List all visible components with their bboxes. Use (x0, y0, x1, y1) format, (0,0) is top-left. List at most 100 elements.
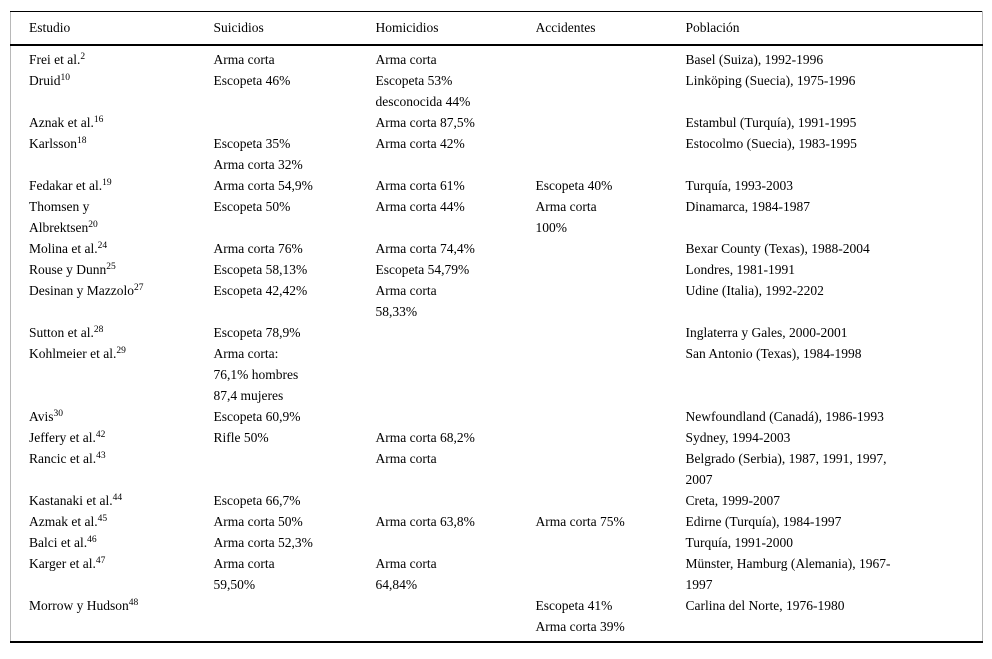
reference-superscript: 28 (93, 325, 104, 335)
homicidios-cell: Arma corta 68,2% (375, 430, 475, 445)
study-name: Karger et al. (29, 556, 96, 571)
reference-superscript: 30 (53, 409, 64, 419)
study-cell: Karlsson18 (11, 133, 214, 175)
poblacion-cell: Turquía, 1993-2003 (685, 178, 794, 193)
study-cell: Fedakar et al.19 (11, 175, 214, 196)
homicidios-cell: Escopeta 53% desconocida 44% (375, 73, 471, 109)
poblacion-cell: Münster, Hamburg (Alemania), 1967- 1997 (685, 556, 891, 592)
study-cell: Karger et al.47 (11, 553, 214, 595)
poblacion-cell: Londres, 1981-1991 (685, 262, 795, 277)
poblacion-cell: San Antonio (Texas), 1984-1998 (685, 346, 862, 361)
accidentes-cell (536, 238, 686, 259)
study-cell: Kohlmeier et al.29 (11, 343, 214, 406)
table-row: Karger et al.47 Arma corta 59,50% Arma cor… (11, 553, 983, 595)
table-row: Druid10 Escopeta 46% Escopeta 53% desconoc… (11, 70, 983, 112)
homicidios-cell (376, 343, 536, 406)
homicidios-cell (376, 406, 536, 427)
suicidios-cell: Escopeta 66,7% (213, 493, 301, 508)
study-cell: Morrow y Hudson48 (11, 595, 214, 642)
poblacion-cell: Linköping (Suecia), 1975-1996 (685, 73, 856, 88)
table-row: Avis30 Escopeta 60,9% Newfoundland (Canadá… (11, 406, 983, 427)
study-cell: Jeffery et al.42 (11, 427, 214, 448)
reference-superscript: 10 (60, 73, 71, 83)
suicidios-cell: Arma corta 59,50% (213, 556, 275, 592)
study-cell: Azmak et al.45 (11, 511, 214, 532)
poblacion-cell: Edirne (Turquía), 1984-1997 (685, 514, 842, 529)
reference-superscript: 42 (95, 430, 106, 440)
table-row: Azmak et al.45 Arma corta 50% Arma corta 6… (11, 511, 983, 532)
homicidios-cell: Arma corta 61% (375, 178, 465, 193)
table-row: Sutton et al.28 Escopeta 78,9% Inglaterra … (11, 322, 983, 343)
homicidios-cell (376, 322, 536, 343)
study-name: Balci et al. (29, 535, 88, 550)
table-row: Rouse y Dunn25 Escopeta 58,13% Escopeta 54… (11, 259, 983, 280)
study-cell: Rouse y Dunn25 (11, 259, 214, 280)
reference-superscript: 46 (87, 535, 97, 545)
reference-superscript: 44 (112, 493, 123, 503)
homicidios-cell: Arma corta (375, 451, 437, 466)
poblacion-cell: Udine (Italia), 1992-2202 (685, 283, 824, 298)
accidentes-cell (536, 133, 686, 175)
accidentes-cell (536, 448, 686, 490)
suicidios-cell: Escopeta 60,9% (213, 409, 301, 424)
table-row: Rancic et al.43 Arma corta Belgrado (Serbi… (11, 448, 983, 490)
table-header: Estudio Suicidios Homicidios Accidentes … (10, 11, 983, 46)
reference-superscript: 45 (97, 514, 108, 524)
table-row: Fedakar et al.19 Arma corta 54,9% Arma cor… (11, 175, 983, 196)
study-name: Azmak et al. (29, 514, 98, 529)
study-name: Fedakar et al. (29, 178, 103, 193)
table-row: Morrow y Hudson48 Escopeta 41% Arma corta… (11, 595, 983, 642)
accidentes-cell (536, 70, 686, 112)
accidentes-cell: Escopeta 41% Arma corta 39% (535, 598, 625, 634)
accidentes-cell (536, 532, 686, 553)
suicidios-cell: Arma corta 52,3% (213, 535, 313, 550)
study-name: Aznak et al. (29, 115, 94, 130)
suicidios-cell: Escopeta 42,42% (213, 283, 308, 298)
suicidios-cell: Arma corta 54,9% (213, 178, 313, 193)
homicidios-cell: Arma corta 64,84% (375, 556, 437, 592)
study-cell: Balci et al.46 (11, 532, 214, 553)
accidentes-cell (536, 490, 686, 511)
study-name: Molina et al. (29, 241, 98, 256)
reference-superscript: 20 (88, 220, 98, 230)
poblacion-cell: Basel (Suiza), 1992-1996 (685, 52, 824, 67)
table-row: Desinan y Mazzolo27 Escopeta 42,42% Arma c… (11, 280, 983, 322)
poblacion-cell: Turquía, 1991-2000 (685, 535, 794, 550)
poblacion-cell: Sydney, 1994-2003 (685, 430, 791, 445)
homicidios-cell: Arma corta 63,8% (375, 514, 475, 529)
suicidios-cell (214, 448, 376, 490)
reference-superscript: 47 (95, 556, 106, 566)
suicidios-cell: Escopeta 78,9% (213, 325, 301, 340)
column-header-homicidios: Homicidios (375, 11, 536, 46)
study-name: Rouse y Dunn (29, 262, 107, 277)
study-name: Druid (29, 73, 61, 88)
table-row: Kastanaki et al.44 Escopeta 66,7% Creta, 1… (11, 490, 983, 511)
accidentes-cell (536, 112, 686, 133)
firearm-studies-table-container: Estudio Suicidios Homicidios Accidentes … (10, 11, 983, 643)
homicidios-cell (376, 490, 536, 511)
homicidios-cell: Arma corta (375, 52, 437, 67)
homicidios-cell: Arma corta 74,4% (375, 241, 475, 256)
study-name: Kastanaki et al. (29, 493, 113, 508)
suicidios-cell: Arma corta (213, 52, 275, 67)
accidentes-cell: Arma corta 75% (535, 514, 625, 529)
study-cell: Desinan y Mazzolo27 (11, 280, 214, 322)
study-name: Karlsson (29, 136, 77, 151)
suicidios-cell (214, 595, 376, 642)
table-row: Frei et al.2 Arma corta Arma corta Basel (S… (11, 45, 983, 70)
suicidios-cell: Escopeta 46% (213, 73, 291, 88)
poblacion-cell: Creta, 1999-2007 (685, 493, 780, 508)
suicidios-cell: Arma corta 50% (213, 514, 303, 529)
poblacion-cell: Inglaterra y Gales, 2000-2001 (685, 325, 848, 340)
study-cell: Kastanaki et al.44 (11, 490, 214, 511)
study-name: Jeffery et al. (29, 430, 96, 445)
table-body: Frei et al.2 Arma corta Arma corta Basel (S… (11, 45, 983, 642)
accidentes-cell (536, 280, 686, 322)
suicidios-cell: Escopeta 50% (213, 199, 291, 214)
homicidios-cell (376, 532, 536, 553)
study-name: Morrow y Hudson (29, 598, 129, 613)
suicidios-cell: Arma corta: 76,1% hombres 87,4 mujeres (213, 346, 299, 403)
reference-superscript: 25 (106, 262, 116, 272)
homicidios-cell: Arma corta 87,5% (375, 115, 475, 130)
suicidios-cell: Escopeta 35% Arma corta 32% (213, 136, 303, 172)
